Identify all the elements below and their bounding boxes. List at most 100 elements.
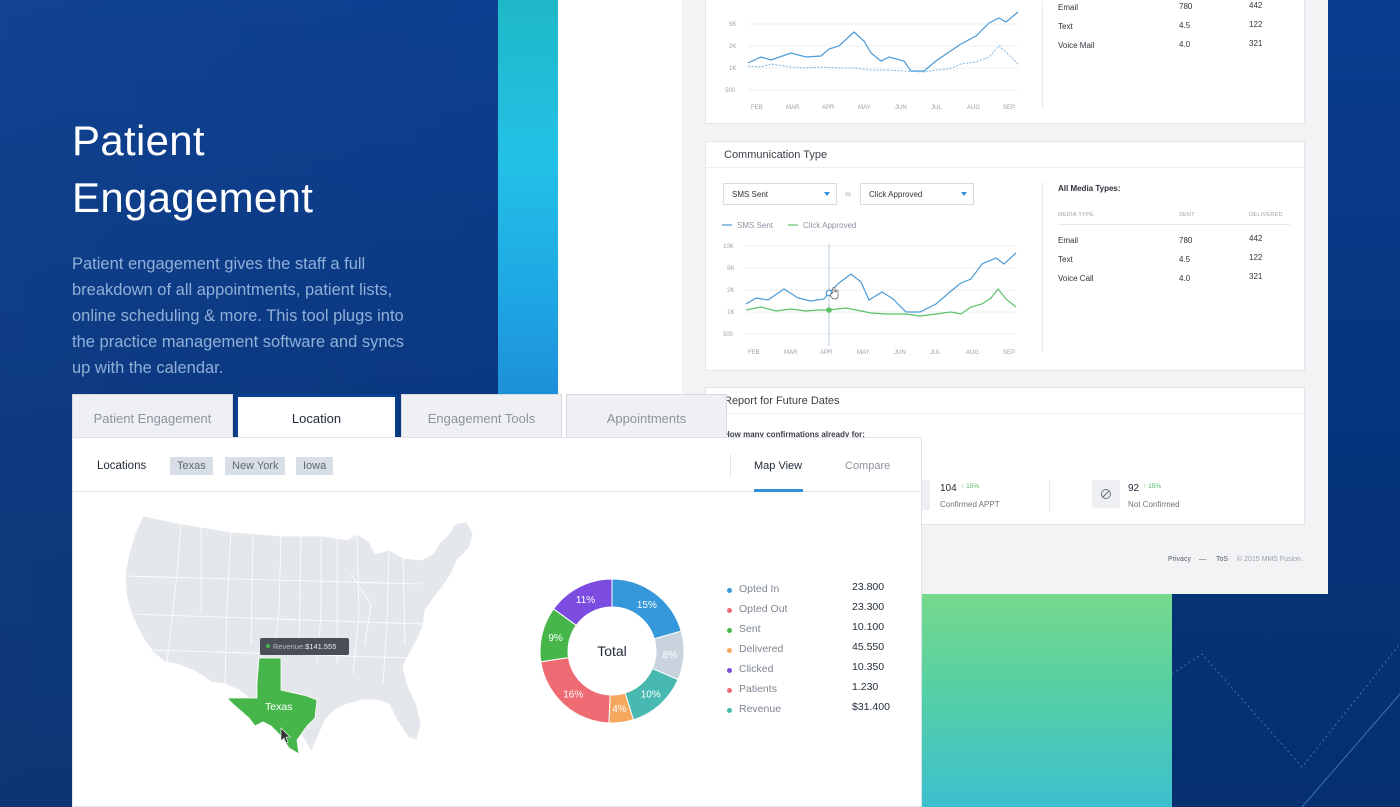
top-row-type: Text — [1058, 22, 1073, 31]
top-row-sent: 4.0 — [1179, 40, 1191, 49]
accent-stripe-green — [922, 594, 1172, 807]
legend-value: 45.550 — [852, 641, 885, 653]
legend-item: Delivered 45.550 — [727, 641, 897, 663]
tab-map-view[interactable]: Map View — [754, 460, 803, 472]
comm-card-divider — [1042, 182, 1043, 352]
top-card-divider — [1042, 1, 1043, 109]
metric-select-2-value: Click Approved — [869, 190, 923, 199]
media-row-sent: 4.5 — [1179, 255, 1191, 264]
top-x-tick: MAR — [786, 105, 800, 111]
hero-title: Patient Engagement — [72, 112, 313, 226]
top-series-primary — [747, 11, 1019, 72]
stat-not-confirmed-label: Not Confirmed — [1128, 500, 1180, 509]
stat-not-confirmed-change: ↑ 15% — [1143, 483, 1162, 490]
donut-slice-label: 8% — [663, 650, 678, 661]
copyright: © 2015 MMS Fusion. — [1237, 556, 1303, 563]
top-x-tick: APR — [822, 105, 835, 111]
comm-x-tick: SEP — [1003, 350, 1015, 356]
tos-link[interactable]: ToS — [1216, 556, 1229, 563]
future-dates-question: How many confirmations already for: — [724, 430, 865, 439]
series-click-approved — [745, 288, 1017, 317]
tab-compare[interactable]: Compare — [845, 460, 891, 472]
media-row-delivered: 321 — [1249, 272, 1263, 281]
top-row-delivered: 442 — [1249, 1, 1263, 10]
accent-stripe-cyan — [498, 0, 558, 395]
metric-select-1[interactable]: SMS Sent — [723, 183, 837, 205]
top-series-secondary — [747, 45, 1019, 73]
legend-dot-icon — [727, 668, 732, 673]
media-row-type: Text — [1058, 255, 1073, 264]
tab-location[interactable]: Location — [236, 394, 397, 438]
stat-confirmed-label: Confirmed APPT — [940, 500, 1000, 509]
legend-dot-icon — [727, 708, 732, 713]
legend-item: Sent 10.100 — [727, 621, 897, 643]
top-y-tick: 5K — [729, 22, 736, 28]
media-row-sent: 4.0 — [1179, 274, 1191, 283]
stat-confirmed: 104 ↑ 15% Confirmed APPT — [922, 480, 1052, 510]
map-view-underline — [754, 489, 803, 492]
footer-separator: — — [1199, 556, 1206, 563]
media-types-table: All Media Types: MEDIA TYPE SENT DELIVER… — [1058, 184, 1298, 294]
media-row-type: Voice Call — [1058, 274, 1094, 283]
pointer-cursor-icon — [280, 727, 291, 744]
chip-texas[interactable]: Texas — [170, 457, 213, 475]
legend-name: Revenue — [739, 703, 782, 715]
comm-x-tick: JUN — [894, 350, 906, 356]
top-chart-card: 5K 2K 1K 500 FEB MAR APR MAY JUN JUL AUG… — [705, 0, 1305, 124]
legend-value: 23.300 — [852, 601, 885, 613]
donut-center-label: Total — [597, 643, 627, 659]
top-line-chart: 5K 2K 1K 500 FEB MAR APR MAY JUN JUL AUG… — [725, 11, 1019, 111]
donut-slice-label: 10% — [641, 690, 661, 701]
comm-y-axis: 10K 5K 2K 1K 500 — [723, 244, 734, 338]
legend-item: Clicked 10.350 — [727, 661, 897, 683]
legend-dot-icon — [727, 648, 732, 653]
legend-name: Opted Out — [739, 603, 788, 615]
comm-y-tick: 2K — [727, 288, 734, 294]
location-panel: Locations Texas New York Iowa Map View C… — [72, 437, 922, 807]
legend-dot-icon — [727, 628, 732, 633]
tab-engagement-tools[interactable]: Engagement Tools — [401, 394, 562, 438]
tab-patient-engagement[interactable]: Patient Engagement — [72, 394, 233, 438]
media-row-sent: 780 — [1179, 236, 1193, 245]
top-row-type: Voice Mail — [1058, 41, 1095, 50]
chart-legend: SMS Sent Click Approved — [722, 221, 856, 230]
chip-iowa[interactable]: Iowa — [296, 457, 334, 475]
header-sent: SENT — [1179, 212, 1195, 218]
top-row-sent: 4.5 — [1179, 21, 1191, 30]
legend-name: Opted In — [739, 583, 780, 595]
comm-x-tick: AUG — [966, 350, 979, 356]
top-x-tick: MAY — [858, 105, 871, 111]
privacy-link[interactable]: Privacy — [1168, 556, 1191, 563]
donut-slice-label: 16% — [563, 690, 583, 701]
us-map: Texas — [124, 515, 474, 755]
comm-y-tick: 1K — [727, 310, 734, 316]
top-x-tick: JUN — [895, 105, 907, 111]
comm-x-tick: MAY — [857, 350, 870, 356]
locations-label: Locations — [97, 460, 147, 472]
legend-value: 23.800 — [852, 581, 885, 593]
media-types-title: All Media Types: — [1058, 184, 1121, 193]
donut-slice-label: 9% — [548, 633, 563, 644]
legend-name: Patients — [739, 683, 777, 695]
hero-title-line1: Patient — [72, 117, 205, 164]
legend-dot-icon — [727, 588, 732, 593]
legend-item: Opted In 23.800 — [727, 581, 897, 603]
top-x-tick: JUL — [931, 105, 942, 111]
legend-dot-icon — [727, 688, 732, 693]
metric-select-2[interactable]: Click Approved — [860, 183, 974, 205]
legend-value: 10.100 — [852, 621, 885, 633]
legend-item: Opted Out 23.300 — [727, 601, 897, 623]
chevron-down-icon — [824, 192, 830, 196]
table-header-divider — [1058, 224, 1290, 225]
top-x-tick: SEP — [1003, 105, 1015, 111]
stat-divider — [1049, 480, 1050, 512]
legend-value: 1.230 — [852, 681, 879, 693]
revenue-tooltip: Revenue:$141.555 — [260, 638, 349, 655]
stat-not-confirmed-value: 92 — [1128, 483, 1140, 494]
tooltip-label: Revenue: — [273, 642, 306, 651]
top-row-delivered: 122 — [1249, 20, 1263, 29]
comm-y-tick: 500 — [723, 332, 734, 338]
chip-new-york[interactable]: New York — [225, 457, 286, 475]
tab-appointments[interactable]: Appointments — [566, 394, 727, 438]
metric-select-1-value: SMS Sent — [732, 190, 769, 199]
